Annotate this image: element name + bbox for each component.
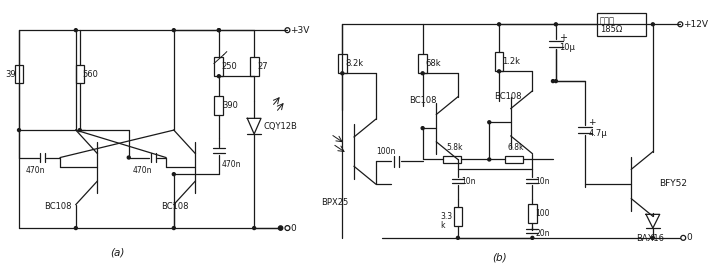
Circle shape — [75, 29, 77, 32]
Text: 390: 390 — [222, 101, 237, 110]
Circle shape — [531, 236, 534, 239]
Circle shape — [498, 70, 501, 73]
Bar — [418, 54, 427, 73]
Circle shape — [172, 29, 176, 32]
Text: (b): (b) — [492, 252, 506, 263]
Text: 27: 27 — [257, 62, 268, 71]
Text: (a): (a) — [109, 247, 124, 257]
Bar — [597, 13, 646, 36]
Circle shape — [127, 156, 130, 159]
Text: 39: 39 — [5, 70, 16, 79]
Circle shape — [555, 80, 557, 83]
Text: 10μ: 10μ — [559, 43, 574, 52]
Circle shape — [218, 29, 220, 32]
Text: BAX16: BAX16 — [636, 234, 664, 243]
Circle shape — [218, 75, 220, 78]
Bar — [454, 207, 462, 226]
Text: 470n: 470n — [26, 166, 46, 175]
Text: 1.2k: 1.2k — [502, 57, 520, 66]
Bar — [250, 56, 259, 76]
Text: +: + — [588, 118, 596, 127]
Bar — [215, 96, 223, 115]
Text: 0: 0 — [686, 233, 692, 242]
Text: BC108: BC108 — [409, 96, 437, 105]
Circle shape — [341, 72, 344, 75]
Text: 470n: 470n — [222, 161, 241, 169]
Circle shape — [78, 129, 81, 132]
Circle shape — [552, 80, 555, 83]
Circle shape — [488, 121, 491, 124]
Text: BC108: BC108 — [161, 202, 188, 211]
Text: 560: 560 — [82, 70, 99, 79]
Circle shape — [651, 236, 654, 239]
Bar — [495, 52, 503, 71]
Circle shape — [488, 158, 491, 161]
Text: 3.3: 3.3 — [440, 212, 452, 221]
Text: 100n: 100n — [377, 147, 396, 156]
Text: 继电器: 继电器 — [600, 16, 615, 25]
Text: +: + — [559, 33, 567, 43]
Text: 470n: 470n — [133, 166, 152, 175]
Circle shape — [498, 23, 501, 26]
Bar — [15, 65, 23, 83]
Circle shape — [555, 23, 557, 26]
Text: 185Ω: 185Ω — [600, 25, 622, 34]
Circle shape — [421, 127, 424, 130]
Text: k: k — [440, 221, 445, 230]
Text: 68k: 68k — [426, 59, 442, 68]
Text: 6.8k: 6.8k — [508, 143, 525, 152]
Text: 0: 0 — [290, 224, 296, 233]
Circle shape — [172, 226, 176, 229]
Circle shape — [252, 226, 256, 229]
Circle shape — [18, 129, 21, 132]
Text: 20n: 20n — [535, 229, 550, 238]
Text: 5.8k: 5.8k — [447, 143, 463, 152]
Circle shape — [172, 173, 176, 176]
Text: 250: 250 — [222, 62, 237, 71]
Bar — [505, 155, 523, 163]
Circle shape — [456, 236, 459, 239]
Circle shape — [279, 226, 283, 230]
Text: BFY52: BFY52 — [659, 179, 687, 189]
Text: BPX25: BPX25 — [321, 198, 348, 207]
Text: CQY12B: CQY12B — [264, 122, 298, 131]
Text: 100: 100 — [535, 209, 550, 218]
Text: 10n: 10n — [461, 176, 476, 186]
Circle shape — [75, 226, 77, 229]
Text: BC108: BC108 — [494, 92, 522, 101]
Text: +12V: +12V — [683, 20, 708, 29]
Bar — [215, 56, 223, 76]
Circle shape — [651, 23, 654, 26]
Circle shape — [218, 29, 220, 32]
Text: 8.2k: 8.2k — [346, 59, 363, 68]
Text: BC108: BC108 — [45, 202, 72, 211]
Circle shape — [421, 72, 424, 75]
Text: +3V: +3V — [290, 26, 310, 35]
Text: 4.7μ: 4.7μ — [588, 129, 607, 137]
Bar — [338, 54, 347, 73]
Bar — [443, 155, 461, 163]
Text: 10n: 10n — [535, 176, 550, 186]
Bar — [528, 204, 537, 223]
Bar — [76, 65, 84, 83]
